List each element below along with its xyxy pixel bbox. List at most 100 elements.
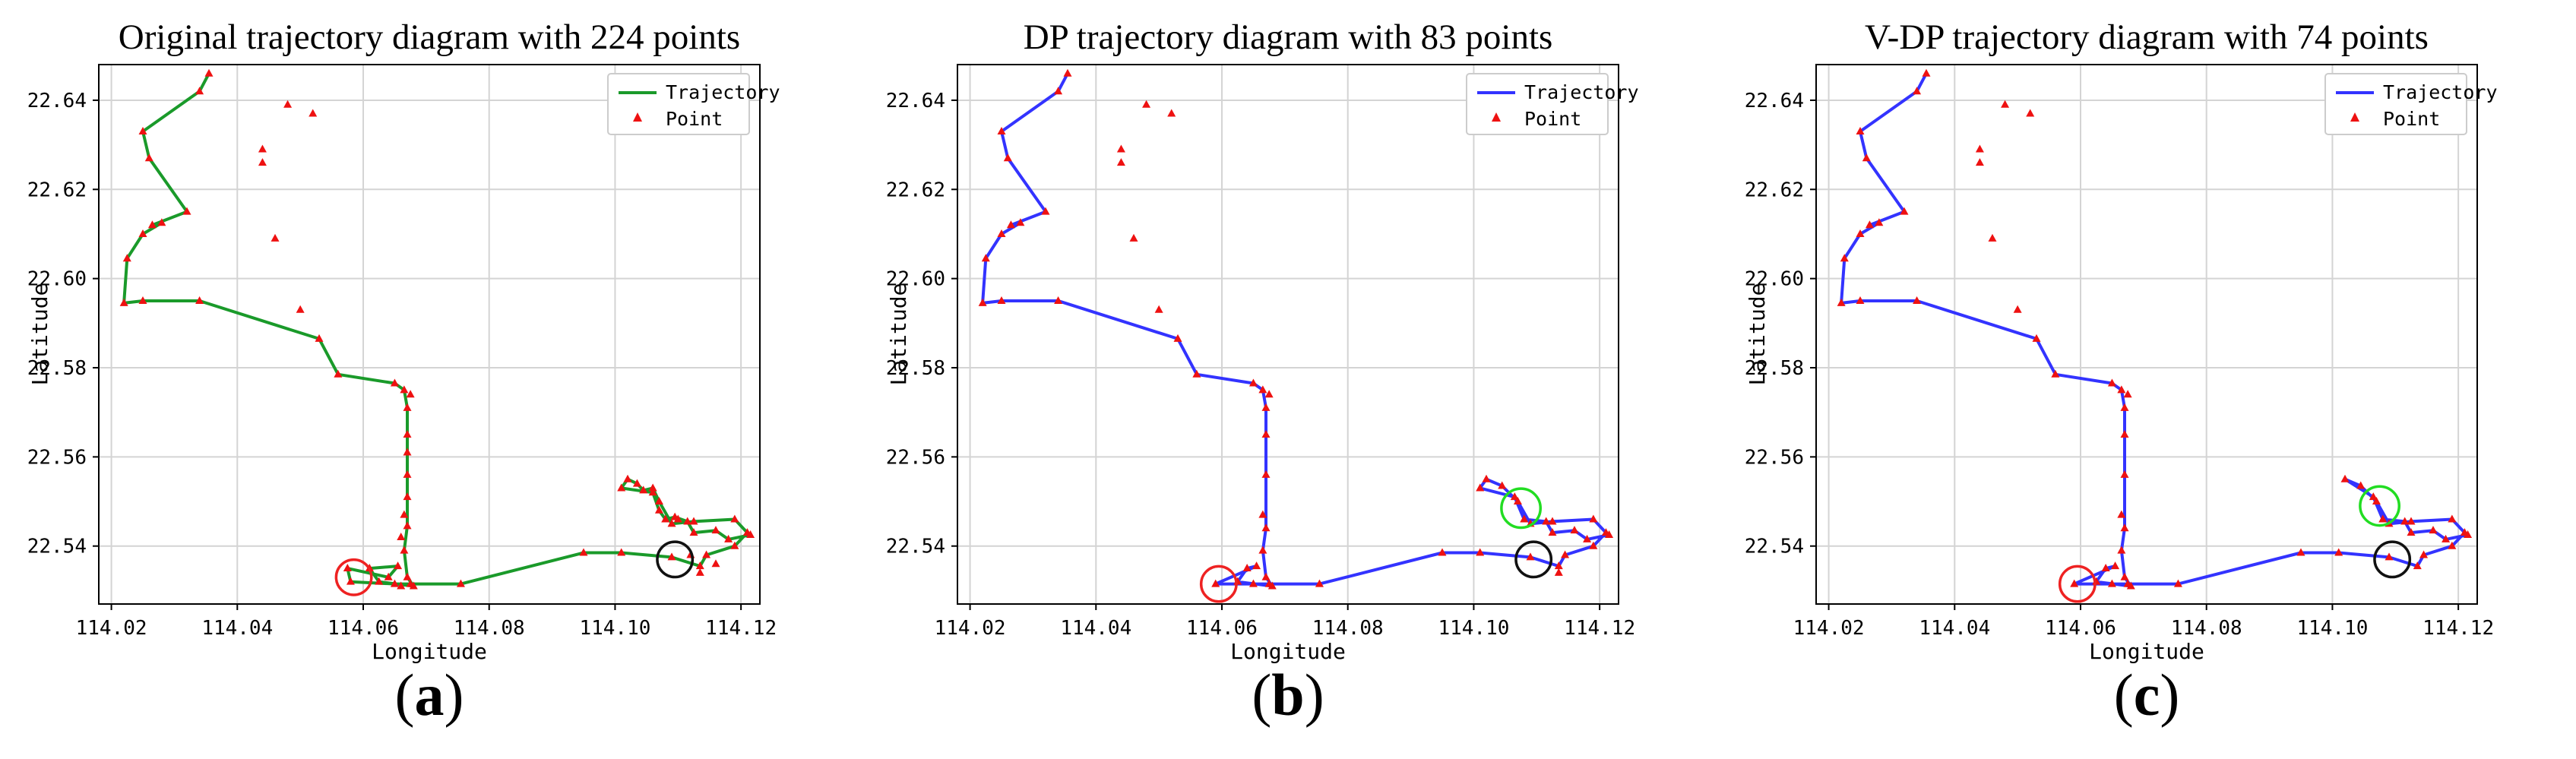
panel-c: V-DP trajectory diagram with 74 points 1… (1717, 0, 2576, 759)
trajectory-point (1116, 144, 1125, 153)
y-tick-label: 22.54 (1745, 536, 1804, 558)
trajectory-point (403, 521, 412, 530)
trajectory-point (2123, 579, 2132, 587)
legend-point-label: Point (666, 108, 723, 130)
trajectory-point (617, 548, 626, 556)
legend-point-label: Point (1524, 108, 1581, 130)
trajectory-point (157, 218, 166, 226)
trajectory-point (689, 517, 698, 525)
trajectory-point (2296, 548, 2305, 556)
legend-box (607, 73, 750, 135)
trajectory-point (315, 334, 324, 342)
trajectory-point (1548, 517, 1557, 525)
trajectory-point (2120, 572, 2129, 580)
trajectory-point (403, 430, 412, 438)
legend-box (1466, 73, 1609, 135)
trajectory-point (2385, 552, 2394, 561)
caption-letter: c (2133, 662, 2160, 728)
trajectory-point (1016, 218, 1025, 226)
legend-box (2324, 73, 2467, 135)
trajectory-point (1554, 568, 1563, 576)
y-tick-label: 22.58 (27, 357, 87, 380)
x-tick-label: 114.04 (1060, 617, 1131, 640)
trajectory-point (144, 153, 153, 162)
y-axis-label: Latitude (27, 283, 52, 386)
trajectory-point (2001, 100, 2010, 108)
trajectory-point (1570, 526, 1579, 534)
trajectory-point (997, 296, 1006, 304)
trajectory-point (1856, 229, 1865, 237)
trajectory-point (2407, 528, 2416, 536)
y-axis-label: Latitude (886, 283, 911, 386)
x-tick-label: 114.12 (705, 617, 777, 640)
trajectory-point (2429, 526, 2438, 534)
trajectory-point (2107, 378, 2116, 387)
trajectory-point (296, 305, 305, 313)
trajectory-point (2448, 541, 2457, 549)
panel-b: DP trajectory diagram with 83 points 114… (859, 0, 1717, 759)
highlight-circle-black (1514, 540, 1553, 579)
trajectory-point (2101, 564, 2110, 572)
panel-caption: (b) (1252, 662, 1324, 728)
panel-a: Original trajectory diagram with 224 poi… (0, 0, 859, 759)
trajectory-point (1554, 561, 1563, 570)
trajectory-point (2032, 334, 2041, 342)
trajectory-point (1975, 144, 1984, 153)
trajectory-point (346, 577, 355, 585)
trajectory-point (2123, 390, 2132, 398)
trajectory-point (406, 579, 415, 587)
trajectory-point (1526, 552, 1535, 561)
panel-caption: (c) (2113, 662, 2180, 728)
trajectory-point (1865, 220, 1874, 229)
trajectory-point (1006, 220, 1015, 229)
trajectory-point (2334, 548, 2343, 556)
trajectory-point (1875, 218, 1884, 226)
trajectory-point (1922, 68, 1931, 77)
trajectory-point (1264, 579, 1274, 587)
trajectory-point (1438, 548, 1447, 556)
x-tick-label: 114.10 (579, 617, 650, 640)
trajectory-point (1258, 546, 1267, 554)
x-tick-label: 114.10 (2296, 617, 2368, 640)
trajectory-point (632, 479, 641, 487)
trajectory-point (2117, 385, 2126, 394)
trajectory-point (654, 497, 663, 505)
trajectory-point (695, 568, 704, 576)
trajectory-point (1116, 158, 1125, 166)
trajectory-point (1583, 534, 1592, 542)
trajectory-point (648, 488, 657, 496)
x-tick-label: 114.08 (2171, 617, 2242, 640)
y-tick-label: 22.60 (27, 268, 87, 291)
highlight-circle-red (2058, 565, 2097, 603)
legend-line-label: Trajectory (1524, 81, 1639, 103)
trajectory-point (1258, 385, 1267, 394)
trajectory-point (2340, 474, 2350, 482)
trajectory-point (283, 100, 293, 108)
legend: Trajectory Point (607, 73, 780, 135)
trajectory-point (997, 127, 1006, 135)
legend: Trajectory Point (2324, 73, 2498, 135)
caption-letter: b (1271, 662, 1305, 728)
trajectory-point (1192, 369, 1201, 378)
trajectory-point (1129, 233, 1138, 242)
trajectory-point (579, 548, 588, 556)
x-tick-label: 114.10 (1438, 617, 1509, 640)
trajectory-point (617, 483, 626, 492)
trajectory-point (746, 530, 755, 539)
trajectory-point (406, 390, 415, 398)
trajectory-point (397, 532, 406, 540)
trajectory-point (195, 87, 204, 95)
trajectory-point (1173, 334, 1182, 342)
trajectory-point (1476, 548, 1485, 556)
trajectory-point (978, 298, 987, 306)
highlight-circle-black (656, 540, 695, 579)
trajectory-point (1261, 572, 1271, 580)
trajectory-point (2120, 523, 2129, 532)
plot-frame (957, 64, 1619, 605)
trajectory-point (2026, 109, 2035, 117)
trajectory-point (1054, 296, 1063, 304)
trajectory-point (711, 526, 720, 534)
trajectory-point (2464, 530, 2473, 539)
legend-point-swatch (1492, 112, 1501, 122)
trajectory-point (119, 298, 128, 306)
